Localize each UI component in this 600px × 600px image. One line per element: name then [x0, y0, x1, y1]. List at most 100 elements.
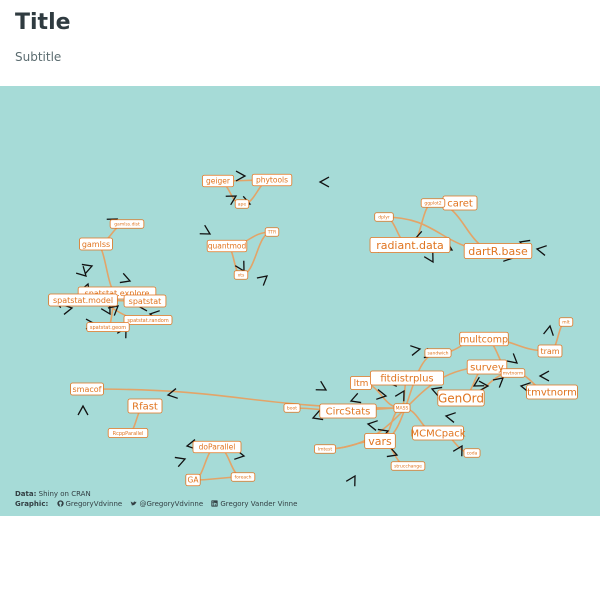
node-label: spatstat.explore [85, 289, 150, 298]
arrowhead-mark [174, 456, 187, 468]
node-box [319, 403, 377, 419]
node-ggplot2: ggplot2 [420, 198, 446, 208]
edge-xts-to-TTR [240, 231, 273, 276]
node-label: GA [188, 476, 200, 485]
caption-linkedin-name[interactable]: Gregory Vander Vinne [220, 500, 298, 508]
node-mlt: mlt [558, 317, 574, 327]
node-box [283, 403, 301, 413]
node-label: multcomp [460, 334, 508, 345]
node-ltm: ltm [350, 376, 372, 390]
node-box [107, 428, 149, 438]
node-box [206, 239, 248, 253]
node-doParallel: doParallel [192, 440, 242, 454]
arrowhead-mark [543, 324, 554, 336]
arrowhead-mark [75, 265, 87, 277]
node-label: strucchange [394, 464, 422, 470]
arrowhead-mark [199, 224, 212, 235]
node-label: sandwich [427, 351, 448, 357]
node-label: gamlss.dist [114, 222, 140, 228]
node-label: foreach [235, 475, 252, 481]
arrowhead-mark [444, 412, 456, 423]
arrowhead-mark [366, 420, 378, 431]
node-box [393, 403, 411, 413]
arrowhead-mark [492, 377, 505, 388]
node-strucchange: strucchange [390, 461, 426, 471]
node-box [109, 219, 145, 229]
node-label: gamlss [82, 240, 110, 249]
node-box [437, 389, 485, 407]
caption-github-handle[interactable]: GregoryVdvinne [65, 500, 123, 508]
arrowhead-mark [430, 386, 443, 398]
arrowhead-mark [77, 404, 89, 416]
caption-graphic-label: Graphic: [15, 500, 49, 508]
node-label: smacof [73, 385, 102, 394]
node-coda: coda [463, 448, 481, 458]
node-smacof: smacof [70, 382, 104, 396]
node-layer: geiger phytools ape quantmod TTR xts caret radi… [48, 173, 578, 487]
node-label: MASS [396, 406, 409, 412]
node-box [233, 270, 249, 280]
node-box [86, 322, 130, 332]
node-label: geiger [206, 177, 231, 186]
node-dartR-base: dartR.base [463, 243, 533, 259]
arrowhead-mark [235, 170, 247, 182]
node-gamlss-dist: gamlss.dist [109, 219, 145, 229]
node-tram: tram [537, 344, 563, 358]
arrowhead-mark [394, 389, 405, 402]
arrowhead-mark [119, 272, 132, 284]
node-boot: boot [283, 403, 301, 413]
node-label: ape [238, 203, 247, 208]
node-box [192, 440, 242, 454]
node-box [230, 472, 256, 482]
caption-graphic-line: Graphic: GregoryVdvinne @GregoryVdvinne … [15, 499, 297, 509]
arrowhead-mark [423, 251, 434, 264]
node-box [201, 174, 234, 188]
node-dplyr: dplyr [374, 212, 394, 222]
caption-twitter-handle[interactable]: @GregoryVdvinne [139, 500, 204, 508]
node-label: dartR.base [468, 245, 528, 258]
node-label: mvtnorm [503, 371, 524, 377]
node-label: quantmod [208, 242, 247, 251]
node-label: MCMCpack [411, 429, 466, 440]
network-graph: geiger phytools ape quantmod TTR xts caret radi… [48, 170, 578, 487]
node-spatstat-model: spatstat.model [48, 293, 118, 307]
arrowhead-mark [318, 176, 330, 188]
node-box [251, 173, 293, 187]
node-label: radiant.data [376, 239, 444, 252]
node-label: ggplot2 [424, 201, 441, 207]
arrowhead-mark [256, 275, 269, 286]
node-label: xts [238, 273, 245, 279]
node-box [424, 348, 452, 358]
arrowhead-mark [472, 376, 485, 387]
node-label: coda [467, 451, 478, 457]
node-label: survey [470, 363, 504, 374]
page-title: Title [15, 10, 71, 35]
github-icon [56, 500, 64, 507]
edge-layer [82, 179, 567, 481]
node-multcomp: multcomp [459, 331, 509, 347]
node-box [264, 227, 280, 237]
node-label: phytools [256, 176, 288, 185]
arrowhead-mark [81, 263, 94, 275]
node-survey: survey [466, 359, 508, 375]
node-box [374, 212, 394, 222]
arrowhead-mark [225, 195, 238, 206]
node-box [558, 317, 574, 327]
node-ape: ape [234, 199, 250, 209]
node-label: GenOrd [438, 391, 484, 405]
node-box [463, 243, 533, 259]
page-subtitle: Subtitle [15, 50, 62, 64]
node-box [369, 370, 444, 386]
node-RcppParallel: RcppParallel [107, 428, 149, 438]
node-box [390, 461, 426, 471]
node-box [459, 331, 509, 347]
node-spatstat-geom: spatstat.geom [86, 322, 130, 332]
node-sandwich: sandwich [424, 348, 452, 358]
node-MASS: MASS [393, 403, 411, 413]
node-box [314, 444, 336, 454]
node-radiant-data: radiant.data [369, 237, 451, 253]
arrowhead-mark [478, 380, 490, 392]
node-label: lmtest [318, 447, 333, 453]
node-vars: vars [364, 433, 396, 449]
node-label: ltm [354, 379, 369, 389]
